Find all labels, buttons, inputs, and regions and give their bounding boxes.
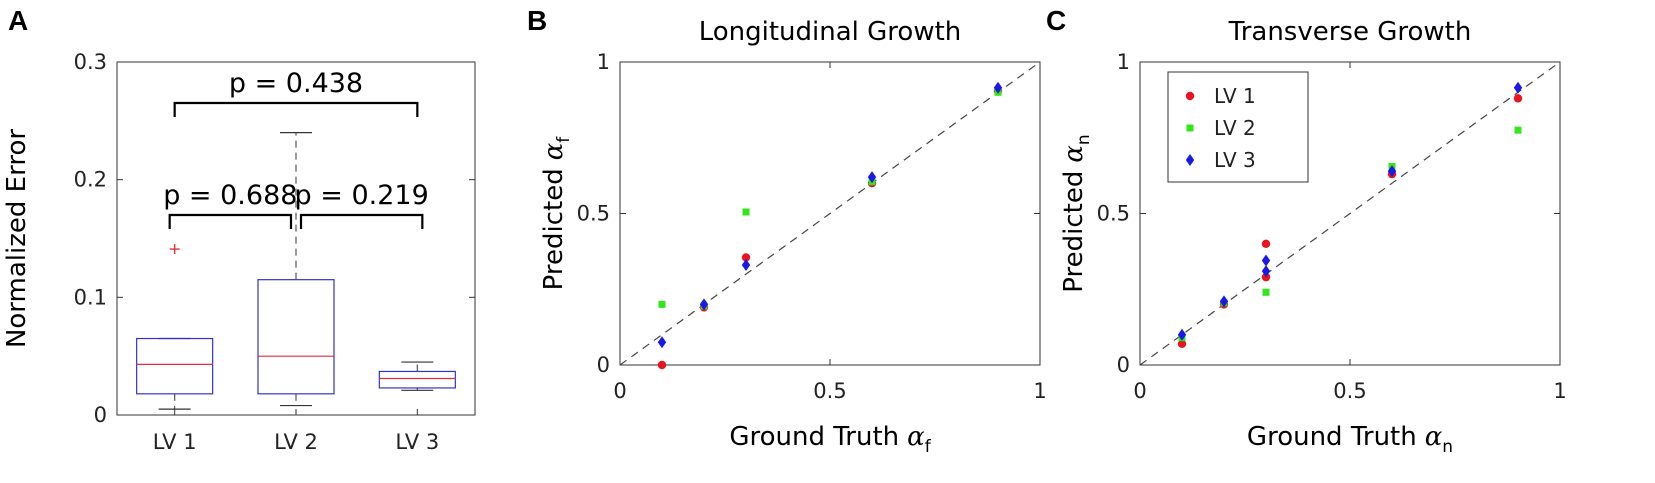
x-tick-label: 0 [1133,379,1146,403]
data-point-diamond [1185,154,1195,166]
y-tick-label: 0.1 [74,285,107,309]
legend: LV 1 LV 2 LV 3 [1167,71,1309,183]
scatter-panel-b: Longitudinal Growth 0 0.5 1 0 0.5 1 Ground Trut… [539,17,1047,457]
y-axis-label-text: Predicted [539,168,569,290]
x-axis-symbol: α [907,422,925,452]
series-lv-3 [657,81,1003,349]
data-point-square [658,300,666,308]
data-point-diamond [1261,265,1271,278]
x-tick-label: LV 2 [274,430,318,454]
panel-letter-a: A [8,5,28,36]
data-point-diamond [1387,165,1397,178]
data-point-circle [1261,272,1271,282]
x-tick-label: 0.5 [813,379,846,403]
outlier-marker [169,244,180,255]
y-axis-label: Normalized Error [2,129,32,348]
x-axis-label-text: Ground Truth [729,422,899,452]
data-point-diamond [1261,254,1271,267]
x-axis-symbol: α [1425,422,1443,452]
panel-letter-b: B [527,5,547,36]
y-axis-subscript: f [554,136,574,143]
box-body [257,279,335,395]
data-point-circle [657,360,667,370]
y-axis-label: Predicted αf [539,136,574,291]
data-point-diamond [993,81,1003,94]
legend-entry-label: LV 2 [1214,116,1256,140]
p-value-label: p = 0.438 [229,68,363,99]
significance-bracket [168,213,293,229]
box-3 [378,361,456,391]
legend-entry-label: LV 3 [1214,148,1256,172]
significance-bracket [173,101,419,117]
y-tick-label: 0 [597,353,610,377]
box-plot-panel: 0 0.1 0.2 0.3 LV 1 LV 2 LV 3 Normalized Error p … [2,50,476,454]
data-point-diamond [699,298,709,311]
y-tick-label: 0.5 [1097,202,1130,226]
y-tick-label: 0.3 [74,50,107,74]
x-tick-label: 1 [1033,379,1046,403]
series-lv-2 [658,88,1002,310]
y-tick-label: 0 [1117,353,1130,377]
data-point-diamond [867,171,877,184]
y-axis-label: Predicted αn [1059,134,1094,292]
data-point-square [1186,124,1194,132]
data-point-circle [741,253,751,262]
data-point-circle [1177,339,1187,348]
identity-line [1139,61,1561,366]
x-axis-subscript: f [925,437,932,457]
data-point-square [1262,288,1270,296]
x-tick-label: LV 1 [153,430,197,454]
identity-line [619,61,1041,366]
data-point-circle [1185,91,1195,101]
box-body [136,337,214,395]
series-lv-1 [657,86,1003,370]
y-axis-subscript: n [1074,134,1094,145]
panel-letter-c: C [1046,5,1066,36]
y-tick-label: 1 [597,50,610,74]
box-2 [257,132,335,407]
x-axis-subscript: n [1442,437,1453,457]
x-tick-label: LV 3 [395,430,439,454]
y-axis-symbol: α [1059,145,1089,163]
data-point-square [1514,126,1522,134]
series-lv-3 [1177,81,1523,341]
y-tick-label: 0 [94,403,107,427]
data-point-diamond [1177,328,1187,341]
box-body [378,370,456,389]
x-tick-label: 1 [1553,379,1566,403]
significance-bracket [299,213,424,229]
scatter-panel-c: Transverse Growth 0 0.5 1 0 0.5 1 Ground Truth α… [1059,17,1567,457]
y-axis-symbol: α [539,142,569,160]
x-tick-label: 0.5 [1333,379,1366,403]
data-point-square [742,208,750,216]
y-tick-label: 0.2 [74,168,107,192]
p-value-label: p = 0.688 [163,180,297,211]
chart-title: Transverse Growth [1228,17,1472,47]
data-point-circle [1513,94,1523,103]
data-point-diamond [1219,295,1229,308]
y-axis-label-text: Predicted [1059,171,1089,293]
x-axis-label-text: Ground Truth [1247,422,1417,452]
y-tick-label: 0.5 [577,202,610,226]
x-axis-label: Ground Truth αn [1247,422,1453,457]
x-axis-label: Ground Truth αf [729,422,931,457]
data-point-diamond [741,259,751,272]
p-value-label: p = 0.219 [295,180,429,211]
chart-title: Longitudinal Growth [699,17,962,47]
y-tick-label: 1 [1117,50,1130,74]
legend-entry-label: LV 1 [1214,84,1256,108]
data-point-diamond [657,336,667,349]
box-1 [136,244,214,410]
data-point-diamond [1513,81,1523,94]
data-point-circle [1261,239,1271,248]
x-tick-label: 0 [613,379,626,403]
